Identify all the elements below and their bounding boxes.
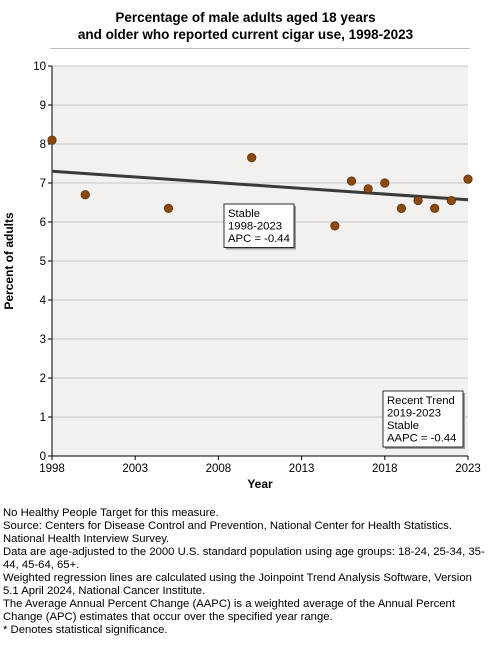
annotation-frame bbox=[382, 390, 464, 448]
data-point bbox=[247, 153, 257, 163]
y-axis-label: Percent of adults bbox=[2, 212, 16, 310]
chart-title-line-1: Percentage of male adults aged 18 years bbox=[115, 10, 376, 25]
y-axis: 0 1 2 3 4 5 6 7 8 9 10 bbox=[33, 61, 53, 463]
annotation-line: Stable bbox=[228, 208, 260, 220]
data-point bbox=[330, 221, 340, 231]
chart-title-line-2: and older who reported current cigar use… bbox=[77, 27, 414, 42]
grid-lines bbox=[52, 65, 468, 418]
data-point bbox=[47, 135, 57, 145]
chart-title: Percentage of male adults aged 18 years … bbox=[20, 9, 471, 43]
data-point bbox=[363, 184, 373, 194]
y-tick-label: 7 bbox=[40, 178, 46, 190]
title-divider bbox=[50, 48, 470, 49]
x-tick-label: 1998 bbox=[39, 463, 65, 475]
footnote-source: Source: Centers for Disease Control and … bbox=[3, 520, 452, 545]
footnote-significance: * Denotes statistical significance. bbox=[3, 624, 168, 636]
footnote-age-adjust: Data are age-adjusted to the 2000 U.S. s… bbox=[3, 546, 485, 571]
annotation-line: Recent Trend bbox=[387, 395, 455, 407]
annotation-line: Stable bbox=[387, 420, 419, 432]
data-point bbox=[430, 203, 440, 213]
annotation-frame bbox=[223, 203, 295, 248]
x-tick-label: 2023 bbox=[455, 463, 481, 475]
footnote-aapc: The Average Annual Percent Change (AAPC)… bbox=[3, 598, 455, 623]
x-tick-label: 2008 bbox=[206, 463, 232, 475]
y-tick-label: 5 bbox=[40, 256, 46, 268]
x-axis: 1998 2003 2008 2013 2018 2023 bbox=[39, 455, 481, 475]
trend-line bbox=[51, 169, 469, 202]
data-point bbox=[380, 178, 390, 188]
data-point bbox=[413, 195, 423, 206]
data-point bbox=[446, 195, 456, 206]
y-tick-label: 8 bbox=[40, 139, 46, 151]
annotation-line: 2019-2023 bbox=[387, 408, 441, 420]
scatter-chart: 0 1 2 3 4 5 6 7 8 9 10 1998 2003 2008 2013 2018 2023 St… bbox=[2, 61, 481, 491]
y-tick-label: 1 bbox=[40, 412, 46, 424]
y-tick-label: 0 bbox=[40, 451, 46, 463]
annotation-line: 1998-2023 bbox=[228, 221, 282, 233]
annotation-line: AAPC = -0.44 bbox=[387, 433, 456, 445]
data-point bbox=[346, 176, 357, 186]
data-point bbox=[396, 203, 407, 213]
y-tick-label: 9 bbox=[40, 100, 46, 112]
annotation-line: APC = -0.44 bbox=[228, 233, 290, 245]
data-point bbox=[463, 174, 473, 184]
data-point bbox=[80, 190, 90, 200]
footnote-regression: Weighted regression lines are calculated… bbox=[3, 572, 472, 597]
y-tick-label: 3 bbox=[40, 334, 46, 346]
data-points bbox=[47, 135, 473, 231]
x-axis-label: Year bbox=[247, 477, 273, 491]
x-tick-label: 2013 bbox=[289, 463, 315, 475]
footnote-target: No Healthy People Target for this measur… bbox=[3, 507, 219, 519]
y-tick-label: 2 bbox=[40, 373, 46, 385]
footnotes: No Healthy People Target for this measur… bbox=[3, 507, 489, 637]
x-tick-label: 2003 bbox=[122, 463, 148, 475]
data-point bbox=[163, 203, 174, 213]
x-tick-label: 2018 bbox=[372, 463, 398, 475]
y-tick-label: 10 bbox=[33, 61, 46, 73]
y-tick-label: 4 bbox=[40, 295, 47, 307]
y-tick-label: 6 bbox=[40, 217, 46, 229]
